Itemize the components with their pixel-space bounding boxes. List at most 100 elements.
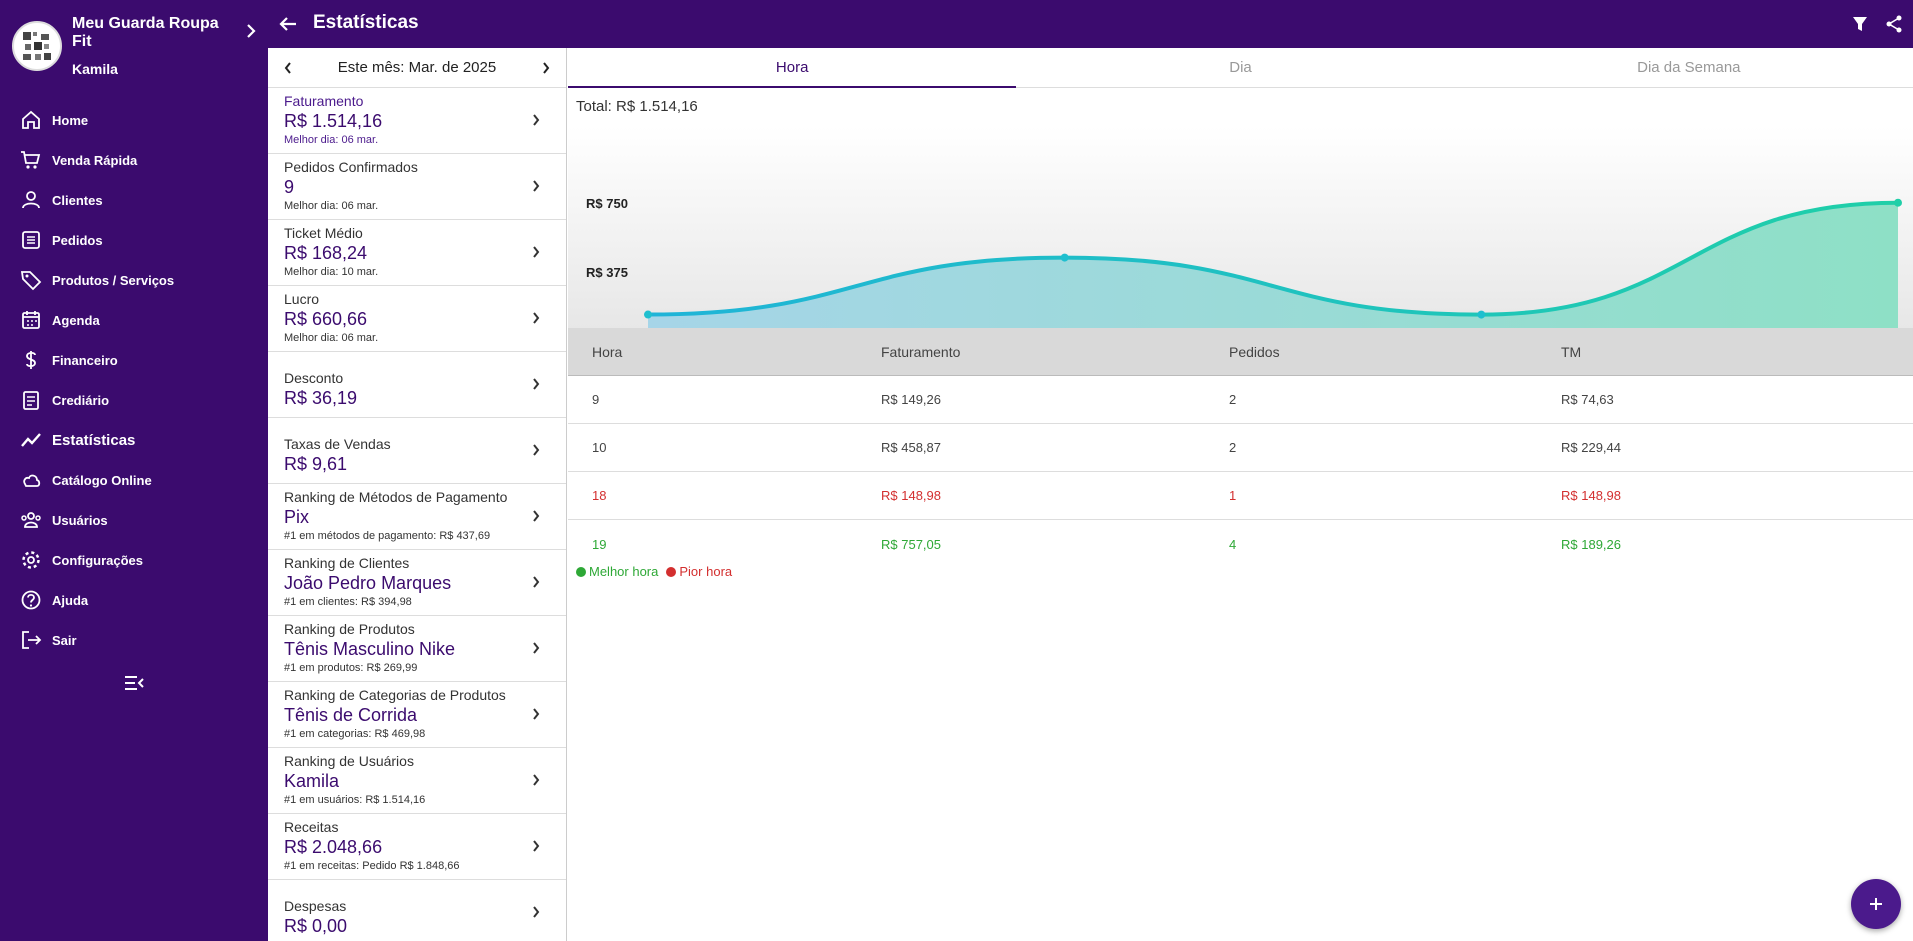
add-button[interactable] — [1851, 879, 1901, 929]
table-cell: 2 — [1229, 440, 1237, 455]
collapse-menu-icon[interactable] — [122, 671, 146, 695]
metric-value: 9 — [284, 177, 295, 197]
statistics-content: Hora Dia Dia da Semana Total: R$ 1.514,16 … — [568, 48, 1913, 941]
hourly-table: Hora Faturamento Pedidos TM 9 R$ 149,26 2 R$ 7… — [568, 328, 1913, 568]
sidebar-item-agenda[interactable]: Agenda — [0, 300, 268, 340]
previous-month-icon[interactable] — [278, 58, 298, 78]
sidebar-item-label: Usuários — [52, 512, 108, 528]
next-month-icon[interactable] — [536, 58, 556, 78]
table-cell: R$ 148,98 — [881, 488, 941, 503]
metric-value: R$ 1.514,16 — [284, 111, 383, 131]
metric-subtext: Melhor dia: 10 mar. — [284, 266, 379, 278]
chevron-right-icon — [528, 442, 544, 458]
table-row[interactable]: 18 R$ 148,98 1 R$ 148,98 — [568, 472, 1913, 520]
metric-subtext: #1 em clientes: R$ 394,98 — [284, 596, 412, 608]
y-tick-label: R$ 750 — [586, 196, 628, 211]
chevron-right-icon — [528, 574, 544, 590]
metric-card[interactable]: Desconto R$ 36,19 — [268, 352, 566, 418]
sidebar-item-venda-rapida[interactable]: Venda Rápida — [0, 140, 268, 180]
chevron-right-icon — [528, 310, 544, 326]
chevron-right-icon[interactable] — [246, 23, 256, 43]
share-icon[interactable] — [1883, 13, 1905, 35]
tab-dia-da-semana[interactable]: Dia da Semana — [1637, 59, 1741, 76]
metric-label: Ranking de Produtos — [284, 621, 415, 637]
tag-icon — [20, 269, 42, 291]
chevron-right-icon — [528, 838, 544, 854]
column-header: Faturamento — [881, 343, 961, 360]
sidebar-item-sair[interactable]: Sair — [0, 620, 268, 660]
chart-point — [1060, 253, 1069, 262]
sidebar-item-label: Estatísticas — [52, 431, 136, 449]
table-header: Hora Faturamento Pedidos TM — [568, 328, 1913, 376]
sidebar-item-financeiro[interactable]: Financeiro — [0, 340, 268, 380]
chart-point — [1477, 310, 1486, 319]
metric-card[interactable]: Ranking de Clientes João Pedro Marques #1 … — [268, 550, 566, 616]
chevron-right-icon — [528, 376, 544, 392]
metric-card[interactable]: Lucro R$ 660,66 Melhor dia: 06 mar. — [268, 286, 566, 352]
table-cell: 10 — [592, 440, 607, 455]
metric-label: Lucro — [284, 291, 320, 307]
sidebar-item-label: Crediário — [52, 392, 110, 408]
metric-label: Pedidos Confirmados — [284, 159, 418, 175]
table-cell: R$ 149,26 — [881, 392, 941, 407]
metric-value: Pix — [284, 507, 310, 527]
total-label: Total: R$ 1.514,16 — [576, 98, 698, 115]
back-arrow-icon[interactable] — [276, 12, 300, 36]
best-legend-label: Melhor hora — [589, 564, 659, 579]
metric-card[interactable]: Ranking de Usuários Kamila #1 em usuários:… — [268, 748, 566, 814]
sidebar-item-ajuda[interactable]: Ajuda — [0, 580, 268, 620]
filter-icon[interactable] — [1849, 13, 1871, 35]
table-cell: R$ 458,87 — [881, 440, 941, 455]
table-row[interactable]: 19 R$ 757,05 4 R$ 189,26 — [568, 520, 1913, 568]
table-legend: Melhor hora Pior hora — [576, 564, 740, 579]
store-header[interactable]: Meu Guarda Roupa Fit Kamila — [0, 0, 268, 92]
metric-card[interactable]: Faturamento R$ 1.514,16 Melhor dia: 06 mar… — [268, 88, 566, 154]
metric-subtext: #1 em usuários: R$ 1.514,16 — [284, 794, 426, 806]
sidebar-item-crediario[interactable]: Crediário — [0, 380, 268, 420]
person-icon — [20, 189, 42, 211]
metric-card[interactable]: Pedidos Confirmados 9 Melhor dia: 06 mar. — [268, 154, 566, 220]
y-tick-label: R$ 375 — [586, 265, 628, 280]
sidebar-item-pedidos[interactable]: Pedidos — [0, 220, 268, 260]
sidebar-item-label: Sair — [52, 632, 77, 648]
chart-point — [1894, 198, 1902, 207]
chevron-right-icon — [528, 112, 544, 128]
metric-card[interactable]: Taxas de Vendas R$ 9,61 — [268, 418, 566, 484]
sidebar-item-configuracoes[interactable]: Configurações — [0, 540, 268, 580]
metric-card[interactable]: Ranking de Categorias de Produtos Tênis d… — [268, 682, 566, 748]
period-tabs: Hora Dia Dia da Semana — [568, 48, 1913, 88]
table-row[interactable]: 9 R$ 149,26 2 R$ 74,63 — [568, 376, 1913, 424]
sidebar-item-usuarios[interactable]: Usuários — [0, 500, 268, 540]
sidebar-item-home[interactable]: Home — [0, 100, 268, 140]
metric-card[interactable]: Despesas R$ 0,00 — [268, 880, 566, 941]
tab-hora[interactable]: Hora — [568, 48, 1017, 88]
logout-icon — [20, 629, 42, 651]
metric-label: Ranking de Usuários — [284, 753, 414, 769]
plus-icon — [1870, 898, 1882, 910]
column-header: TM — [1561, 343, 1582, 360]
sidebar-item-estatisticas[interactable]: Estatísticas — [0, 420, 268, 460]
metric-label: Taxas de Vendas — [284, 436, 391, 452]
top-bar: Estatísticas — [268, 0, 1913, 48]
metric-label: Faturamento — [284, 93, 364, 109]
period-label[interactable]: Este mês: Mar. de 2025 — [337, 59, 497, 76]
metric-card[interactable]: Ticket Médio R$ 168,24 Melhor dia: 10 mar. — [268, 220, 566, 286]
cart-icon — [20, 149, 42, 171]
trend-icon — [20, 429, 42, 451]
tab-dia[interactable]: Dia — [1229, 59, 1252, 76]
metric-value: Tênis Masculino Nike — [284, 639, 456, 659]
metrics-panel: Este mês: Mar. de 2025 Faturamento R$ 1.5… — [268, 48, 567, 941]
sidebar-item-produtos-servicos[interactable]: Produtos / Serviços — [0, 260, 268, 300]
table-row[interactable]: 10 R$ 458,87 2 R$ 229,44 — [568, 424, 1913, 472]
sidebar-item-catalogo-online[interactable]: Catálogo Online — [0, 460, 268, 500]
chevron-right-icon — [528, 640, 544, 656]
metric-card[interactable]: Receitas R$ 2.048,66 #1 em receitas: Pedid… — [268, 814, 566, 880]
chevron-right-icon — [528, 772, 544, 788]
metric-card[interactable]: Ranking de Produtos Tênis Masculino Nike #… — [268, 616, 566, 682]
sidebar-item-clientes[interactable]: Clientes — [0, 180, 268, 220]
help-icon — [20, 589, 42, 611]
metric-value: R$ 2.048,66 — [284, 837, 383, 857]
chevron-right-icon — [528, 904, 544, 920]
best-legend-dot — [576, 566, 586, 577]
metric-card[interactable]: Ranking de Métodos de Pagamento Pix #1 em … — [268, 484, 566, 550]
